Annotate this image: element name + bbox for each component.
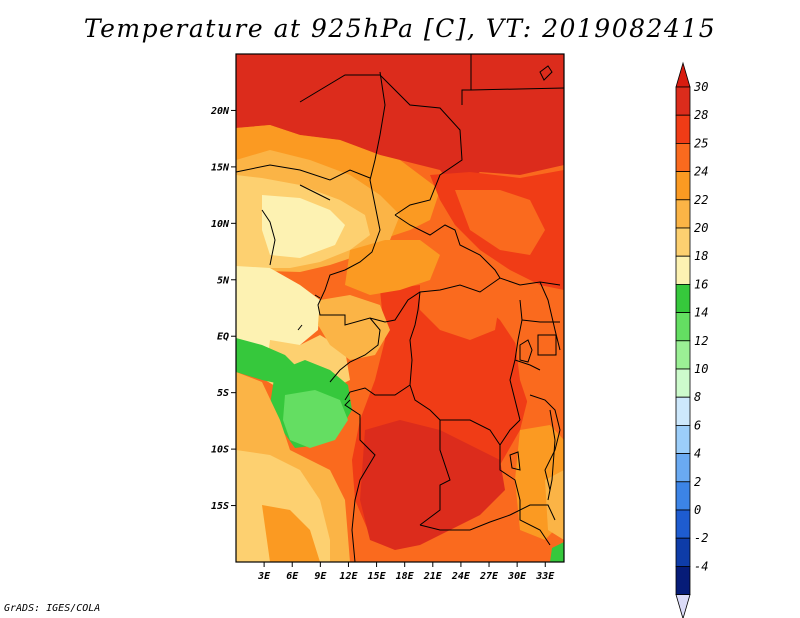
- colorbar-label: -4: [694, 559, 708, 573]
- colorbar-swatch: [675, 142, 691, 172]
- lon-label: 9E: [314, 571, 327, 582]
- colorbar-swatch: [675, 340, 691, 370]
- colorbar-swatch: [675, 255, 691, 285]
- colorbar-swatch: [675, 453, 691, 483]
- colorbar-swatch: [675, 537, 691, 567]
- lon-label: 18E: [396, 571, 415, 582]
- colorbar-swatch: [675, 509, 691, 539]
- map-title: Temperature at 925hPa [C], VT: 201908241…: [83, 14, 717, 43]
- longitude-labels: 3E 6E 9E 12E 15E 18E 21E 24E 27E 30E 33E: [257, 571, 555, 582]
- colorbar-label: 0: [694, 503, 701, 517]
- map-frame: [235, 53, 565, 563]
- colorbar-label: 22: [694, 193, 708, 207]
- colorbar-label: 25: [694, 136, 708, 150]
- colorbar-bottom-arrow: [675, 594, 691, 618]
- temperature-field: [236, 54, 564, 562]
- lon-label: 6E: [286, 571, 299, 582]
- lat-label: 15S: [211, 501, 229, 512]
- colorbar-swatch: [675, 424, 691, 454]
- lon-label: 15E: [368, 571, 387, 582]
- colorbar-swatch: [675, 283, 691, 313]
- colorbar-label: -2: [694, 531, 708, 545]
- colorbar-label: 14: [694, 306, 708, 320]
- colorbar-swatch: [675, 171, 691, 201]
- colorbar-swatch: [675, 86, 691, 116]
- lon-label: 30E: [507, 571, 527, 582]
- colorbar-swatch: [675, 368, 691, 398]
- colorbar-label: 6: [694, 418, 701, 432]
- colorbar-label: 10: [694, 362, 708, 376]
- lat-label: 15N: [211, 162, 230, 173]
- lon-label: 33E: [535, 571, 555, 582]
- lat-label: 10N: [211, 219, 230, 230]
- colorbar-label: 8: [694, 390, 701, 404]
- lat-label: 20N: [210, 106, 230, 117]
- colorbar-swatch: [675, 312, 691, 342]
- colorbar-top-arrow: [675, 61, 691, 88]
- colorbar-swatch: [675, 227, 691, 257]
- lat-label: 5S: [217, 388, 229, 399]
- colorbar-swatch: [675, 114, 691, 144]
- grads-credit: GrADS: IGES/COLA: [4, 603, 101, 614]
- colorbar-swatch: [675, 566, 691, 596]
- country-borders: [235, 54, 565, 563]
- latitude-labels: 20N 15N 10N 5N EQ 5S 10S 15S: [210, 106, 230, 512]
- lon-label: 21E: [423, 571, 443, 582]
- lon-label: 3E: [257, 571, 271, 582]
- colorbar-label: 30: [693, 80, 708, 94]
- colorbar-swatch: [675, 199, 691, 229]
- lat-label: EQ: [217, 332, 229, 343]
- lon-label: 12E: [339, 571, 358, 582]
- colorbar-swatch: [675, 481, 691, 511]
- colorbar-label: 20: [694, 221, 708, 235]
- colorbar-label: 16: [694, 277, 708, 291]
- lon-label: 27E: [479, 571, 499, 582]
- colorbar-label: 4: [694, 447, 701, 461]
- colorbar-label: 2: [694, 475, 701, 489]
- lat-label: 5N: [217, 275, 230, 286]
- axis-ticks: [231, 109, 546, 567]
- lat-label: 10S: [211, 445, 229, 456]
- colorbar-swatch: [675, 396, 691, 426]
- colorbar-label: 18: [694, 249, 708, 263]
- lon-label: 24E: [451, 571, 471, 582]
- colorbar-label: 28: [694, 108, 708, 122]
- colorbar-label: 24: [694, 165, 708, 179]
- colorbar-label: 12: [694, 334, 708, 348]
